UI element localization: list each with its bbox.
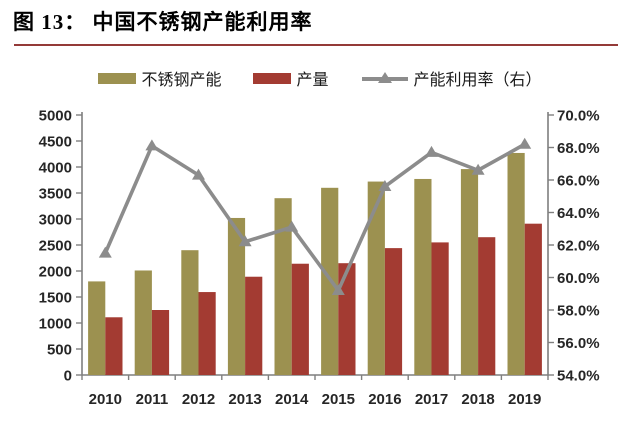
capacity-bar-2017 <box>414 178 432 375</box>
legend-item-production: 产量 <box>253 66 329 90</box>
x-axis-category-label: 2016 <box>368 391 401 408</box>
legend-item-utilization: 产能利用率（右） <box>361 66 542 90</box>
utilization-marker-2019 <box>518 137 532 149</box>
x-axis-category-label: 2013 <box>228 391 261 408</box>
capacity-bar-2014 <box>274 198 292 375</box>
x-axis-category-label: 2015 <box>322 391 355 408</box>
right-axis-tick-label: 68.0% <box>557 140 600 157</box>
capacity-bar-2016 <box>367 181 385 375</box>
capacity-swatch-icon <box>98 72 137 84</box>
utilization-marker-2011 <box>145 139 159 151</box>
capacity-bar-2011 <box>134 270 152 375</box>
x-axis-category-label: 2012 <box>182 391 215 408</box>
chart-legend: 不锈钢产能 产量 产能利用率（右） <box>0 64 640 92</box>
legend-label-utilization: 产能利用率（右） <box>413 72 542 89</box>
left-axis-tick-label: 5000 <box>39 108 72 125</box>
production-bar-2016 <box>384 248 403 375</box>
capacity-bar-2019 <box>507 152 525 375</box>
x-axis-category-label: 2010 <box>89 391 122 408</box>
production-bar-2013 <box>245 276 263 375</box>
utilization-marker-2014 <box>285 220 299 232</box>
left-axis-tick-label: 1500 <box>39 290 72 307</box>
legend-item-capacity: 不锈钢产能 <box>98 66 221 90</box>
production-bar-2017 <box>431 242 449 375</box>
left-axis-tick-label: 1000 <box>39 316 72 333</box>
utilization-marker-2010 <box>98 246 112 258</box>
right-axis-tick-label: 56.0% <box>557 335 600 352</box>
production-bar-2010 <box>105 317 123 375</box>
line-triangle-marker-icon <box>361 69 409 87</box>
right-axis-tick-label: 54.0% <box>557 368 600 385</box>
x-axis-category-label: 2011 <box>136 391 169 408</box>
figure-title: 图 13： 中国不锈钢产能利用率 <box>13 10 313 34</box>
production-bar-2011 <box>151 310 170 375</box>
production-bar-2019 <box>524 223 542 375</box>
left-axis-tick-label: 2000 <box>39 264 72 281</box>
right-axis-tick-label: 70.0% <box>557 108 600 125</box>
utilization-marker-2017 <box>425 145 438 157</box>
left-axis-tick-label: 2500 <box>39 238 72 255</box>
utilization-marker-2012 <box>192 168 205 180</box>
left-axis-tick-label: 4000 <box>39 160 72 177</box>
legend-label-production: 产量 <box>296 72 329 89</box>
production-bar-2012 <box>198 292 216 375</box>
legend-label-capacity: 不锈钢产能 <box>141 72 222 89</box>
x-axis-category-label: 2018 <box>461 391 494 408</box>
right-axis-tick-label: 60.0% <box>557 270 600 287</box>
right-axis-tick-label: 64.0% <box>557 205 600 222</box>
right-axis-tick-label: 62.0% <box>557 238 600 255</box>
production-bar-2018 <box>478 237 496 375</box>
capacity-bar-2013 <box>227 217 246 375</box>
utilization-marker-2016 <box>378 180 392 191</box>
left-axis-tick-label: 3000 <box>39 212 72 229</box>
left-axis-tick-label: 0 <box>64 368 72 385</box>
x-axis-category-label: 2017 <box>415 391 448 408</box>
utilization-marker-2018 <box>471 163 485 175</box>
capacity-bar-2010 <box>88 281 106 375</box>
production-bar-2014 <box>291 263 309 375</box>
title-underline-rule <box>14 44 618 46</box>
right-axis-tick-label: 58.0% <box>557 303 600 320</box>
utilization-marker-2015 <box>331 284 345 295</box>
x-axis-category-label: 2014 <box>275 391 309 408</box>
left-axis-tick-label: 3500 <box>39 186 72 203</box>
left-axis-tick-label: 500 <box>47 342 72 359</box>
utilization-marker-2013 <box>238 235 252 247</box>
capacity-bar-2018 <box>460 169 479 375</box>
production-swatch-icon <box>253 72 292 84</box>
capacity-bar-2012 <box>181 250 199 375</box>
production-bar-2015 <box>338 263 356 375</box>
right-axis-tick-label: 66.0% <box>557 173 600 190</box>
utilization-line <box>103 142 526 295</box>
x-axis-category-label: 2019 <box>508 391 541 408</box>
left-axis-tick-label: 4500 <box>39 134 72 151</box>
